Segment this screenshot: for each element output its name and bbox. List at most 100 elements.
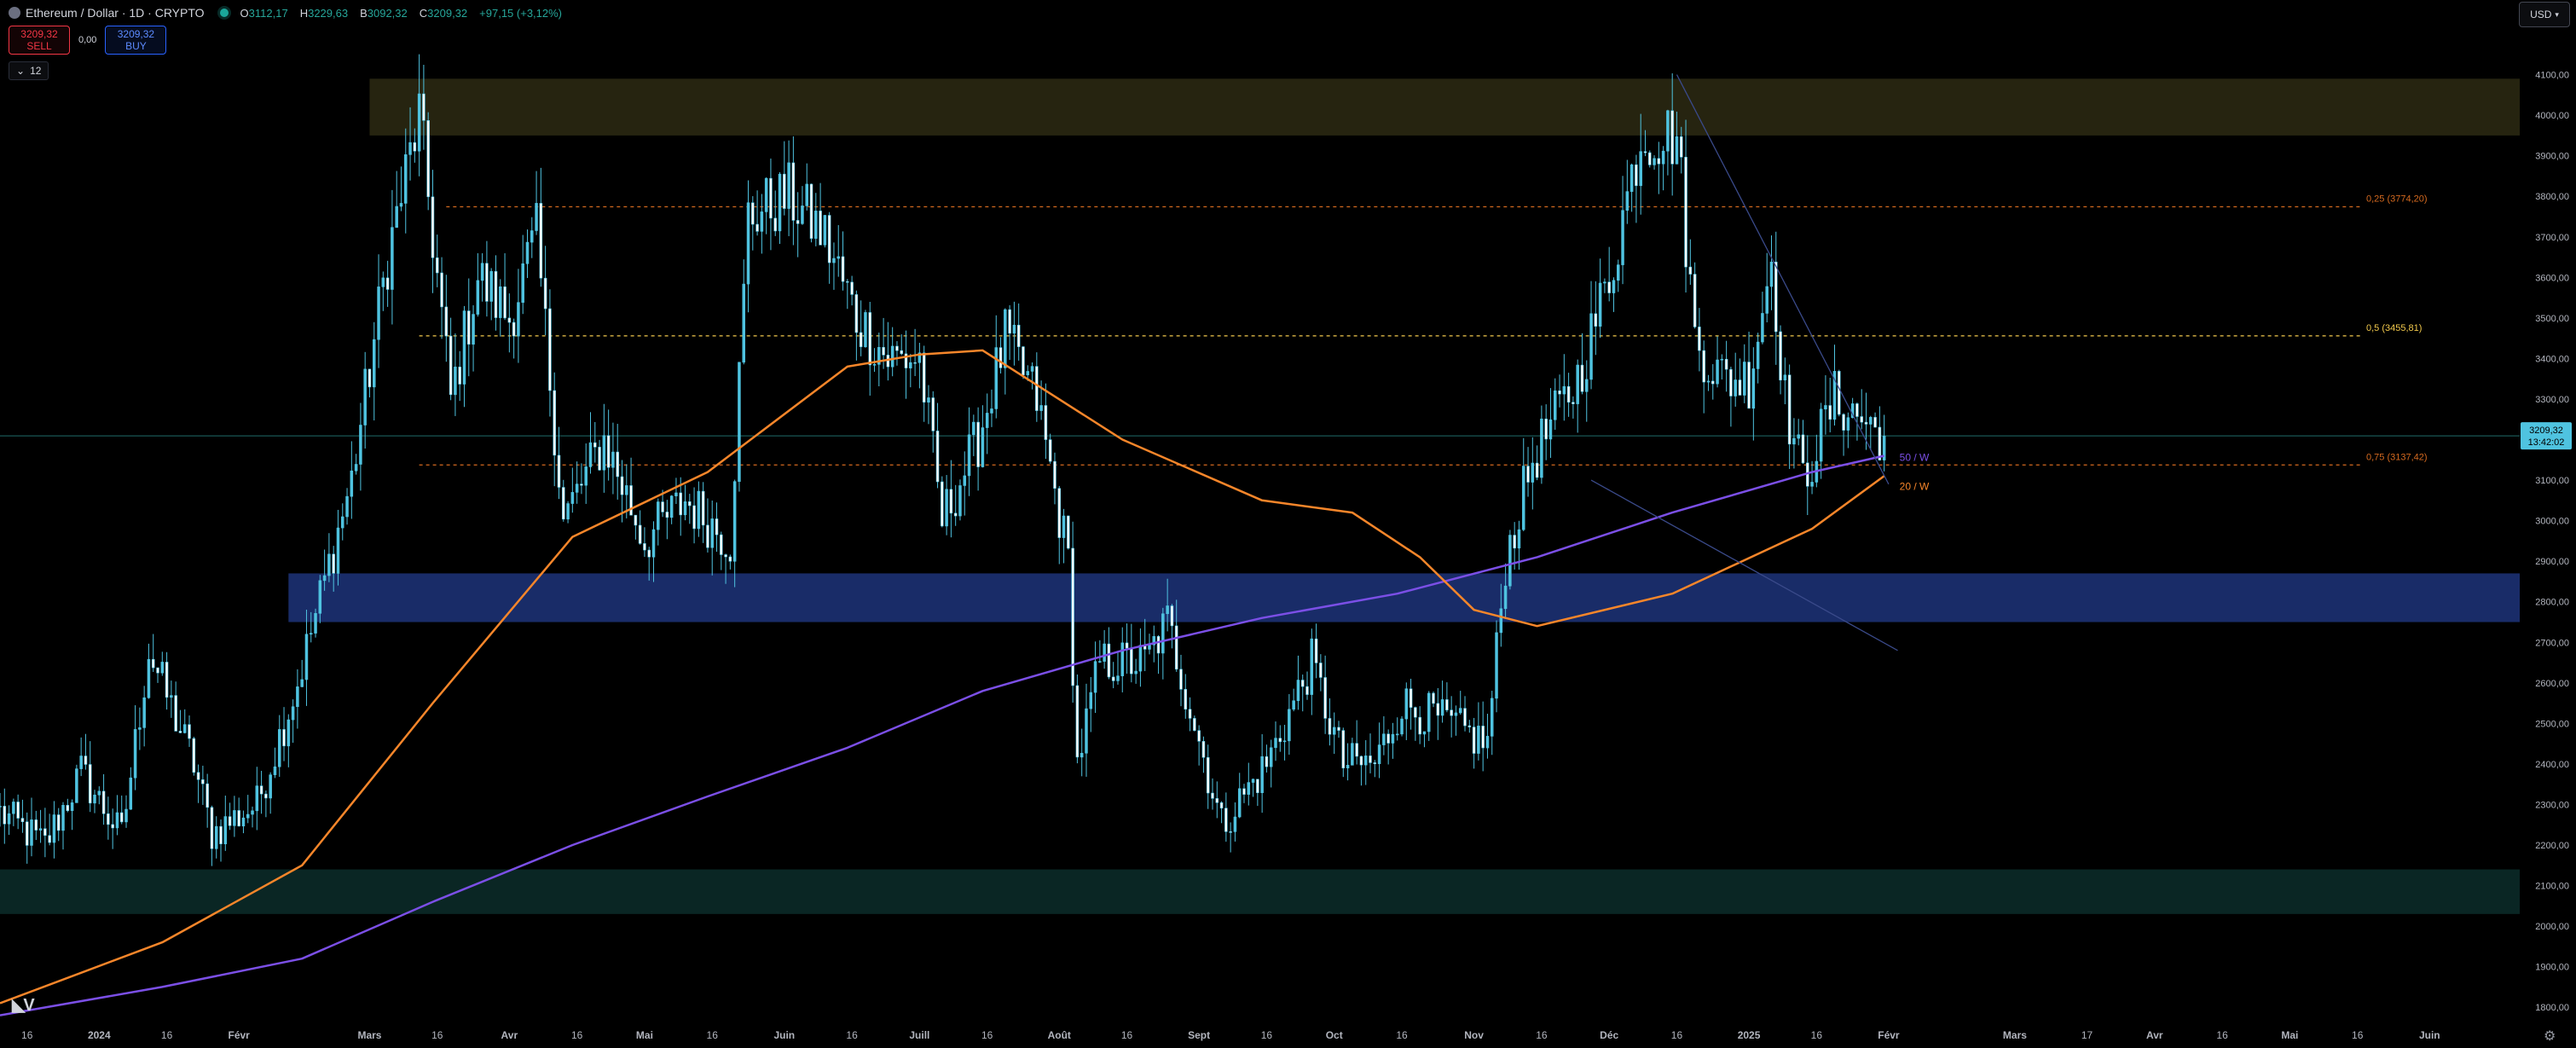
- x-tick-label: 16: [1671, 1029, 1683, 1041]
- candle-body: [1580, 364, 1584, 392]
- candle-body: [1224, 808, 1228, 832]
- x-tick-label: Juill: [909, 1029, 929, 1041]
- candle-body: [264, 793, 268, 799]
- candle-body: [625, 485, 628, 495]
- candle-body: [697, 490, 701, 530]
- trade-panel: 3209,32 SELL 0,00 3209,32 BUY: [9, 26, 167, 55]
- fib-label-2: 0,75 (3137,42): [2366, 452, 2428, 462]
- candle-body: [1756, 341, 1760, 369]
- indicators-toggle-button[interactable]: ⌄ 12: [9, 61, 49, 80]
- candle-body: [1630, 164, 1634, 192]
- candle-body: [1414, 707, 1417, 718]
- candle-body: [182, 724, 187, 733]
- candle-body: [188, 724, 191, 739]
- candle-body: [1648, 152, 1652, 165]
- y-tick-label: 2200,00: [2535, 841, 2569, 851]
- candle-body: [1810, 482, 1814, 487]
- y-tick-label: 3700,00: [2535, 233, 2569, 243]
- candle-body: [359, 425, 362, 465]
- candle-body: [1080, 752, 1084, 758]
- candle-body: [796, 220, 800, 224]
- candle-body: [1310, 638, 1314, 695]
- buy-button[interactable]: 3209,32 BUY: [105, 26, 167, 55]
- spread-value: 0,00: [78, 35, 97, 45]
- candle-body: [913, 362, 917, 364]
- x-tick-label: 16: [2216, 1029, 2228, 1041]
- candle-body: [1089, 692, 1093, 709]
- time-axis[interactable]: 16 2024 16 Févr Mars 16 Avr 16 Mai 16 Juin 16 Juill 1…: [21, 1029, 2440, 1041]
- candle-body: [1643, 151, 1647, 153]
- candle-body: [111, 824, 114, 829]
- candle-body: [706, 524, 709, 548]
- candle-body: [170, 695, 173, 698]
- y-tick-label: 2800,00: [2535, 598, 2569, 608]
- candle-body: [345, 495, 349, 518]
- x-tick-label: 16: [846, 1029, 858, 1041]
- candle-body: [1838, 371, 1841, 415]
- candle-body: [724, 554, 727, 558]
- candle-body: [1566, 385, 1571, 403]
- candle-body: [1237, 788, 1242, 818]
- candle-body: [1513, 535, 1516, 549]
- candle-body: [1481, 726, 1485, 749]
- candle-body: [1779, 331, 1782, 381]
- candle-body: [598, 447, 601, 471]
- candle-body: [93, 794, 96, 804]
- y-tick-label: 3100,00: [2535, 476, 2569, 486]
- candle-body: [219, 825, 223, 844]
- candle-body: [332, 553, 335, 574]
- price-axis[interactable]: 1800,00 1900,00 2000,00 2100,00 2200,00 2300,…: [2521, 71, 2572, 1014]
- x-tick-label: Févr: [1878, 1029, 1900, 1041]
- candle-body: [1855, 403, 1859, 417]
- currency-selector[interactable]: USD ▾: [2519, 2, 2570, 27]
- candle-body: [1427, 692, 1431, 732]
- candle-body: [1558, 390, 1561, 395]
- candle-body: [1120, 642, 1125, 676]
- ohlc-high: H3229,63: [299, 6, 349, 20]
- candle-body: [783, 173, 786, 209]
- candle-body: [918, 352, 922, 363]
- candle-body: [1328, 718, 1332, 735]
- candle-body: [701, 490, 705, 526]
- candle-body: [1792, 437, 1796, 445]
- candle-body: [138, 727, 142, 730]
- candle-body: [1044, 405, 1048, 440]
- sell-button[interactable]: 3209,32 SELL: [9, 26, 70, 55]
- market-open-icon: [219, 9, 229, 17]
- candle-body: [1152, 636, 1156, 646]
- candle-body: [1418, 716, 1421, 735]
- trendline-0: [1676, 74, 1890, 485]
- ma-line-1: [0, 349, 1885, 1005]
- candle-body: [1531, 462, 1535, 483]
- candle-body: [553, 390, 556, 456]
- y-tick-label: 4000,00: [2535, 111, 2569, 121]
- ohlc-low: B3092,32: [360, 6, 408, 20]
- candle-body: [1292, 700, 1295, 710]
- settings-gear-icon[interactable]: ⚙: [2544, 1029, 2556, 1044]
- candle-body: [760, 211, 764, 232]
- candle-body: [417, 93, 421, 152]
- candle-body: [827, 215, 831, 263]
- candle-body: [1734, 379, 1737, 397]
- candle-body: [1490, 698, 1494, 737]
- candle-body: [223, 816, 228, 844]
- candle-body: [1625, 191, 1630, 211]
- candle-body: [958, 485, 962, 517]
- ma-line-0: [0, 455, 1884, 1016]
- symbol-info[interactable]: Ethereum / Dollar · 1D · CRYPTO: [9, 6, 205, 20]
- candle-body: [999, 347, 1003, 368]
- candle-body: [1860, 416, 1863, 423]
- candle-body: [720, 534, 723, 555]
- candle-body: [1125, 642, 1129, 649]
- candle-body: [1458, 708, 1462, 714]
- sell-label: SELL: [26, 40, 52, 52]
- candle-body: [801, 206, 804, 224]
- candle-body: [373, 339, 376, 388]
- candle-body: [210, 807, 214, 849]
- candle-body: [688, 501, 692, 507]
- candle-body: [178, 731, 182, 733]
- candle-body: [588, 442, 593, 467]
- candle-body: [859, 332, 863, 348]
- candle-body: [557, 455, 561, 488]
